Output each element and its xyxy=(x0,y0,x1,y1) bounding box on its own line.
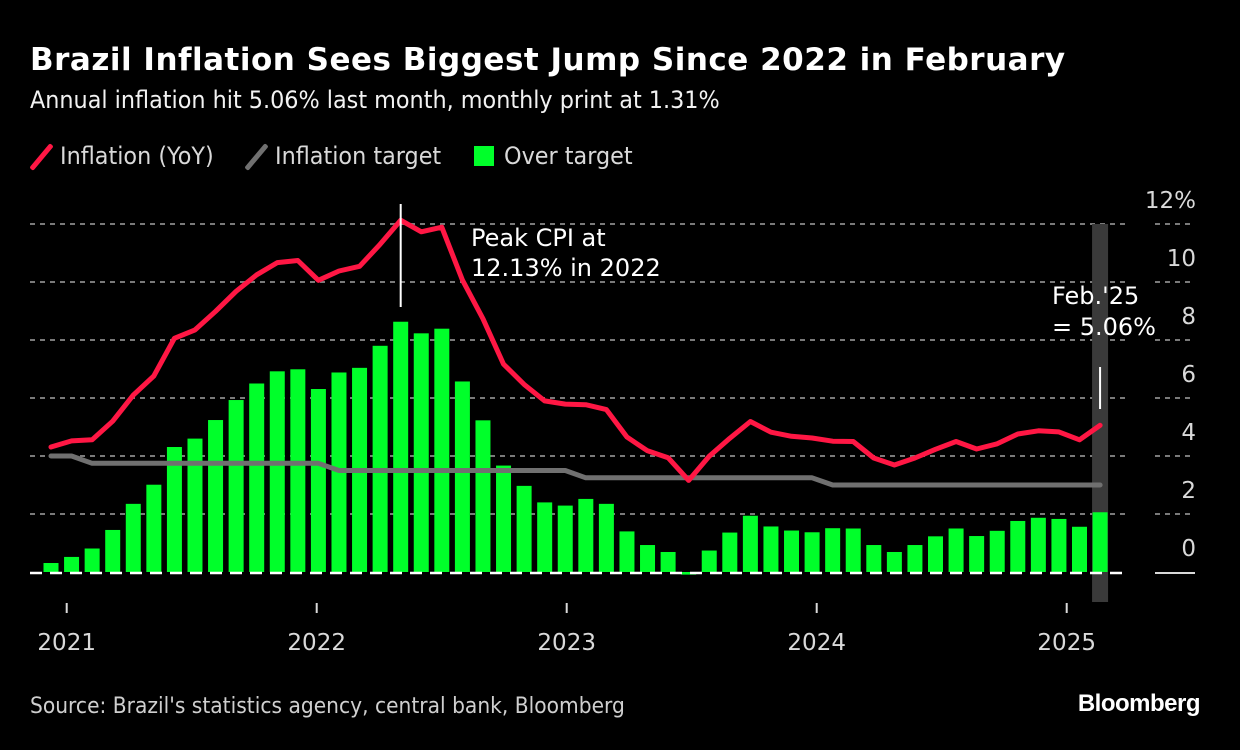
bar-over-target xyxy=(598,503,614,572)
y-tick-label: 4 xyxy=(1181,420,1196,446)
legend-item-inflation-target: Inflation target xyxy=(245,141,454,171)
bar-over-target xyxy=(928,536,944,572)
bar-over-target xyxy=(125,503,141,572)
bar-over-target xyxy=(989,530,1005,572)
bar-over-target xyxy=(866,545,882,572)
bar-over-target xyxy=(496,465,512,572)
latest-month-highlight xyxy=(1092,224,1109,602)
bar-over-target xyxy=(516,485,532,572)
bar-over-target xyxy=(1051,518,1067,572)
bar-over-target xyxy=(681,572,697,575)
bar-over-target xyxy=(146,484,162,572)
latest-annotation-text: = 5.06% xyxy=(1052,313,1156,341)
bar-over-target xyxy=(1072,526,1087,572)
bar-over-target xyxy=(1010,520,1026,572)
x-axis: 2021 2022 2023 2024 2025 xyxy=(37,603,1096,656)
y-axis: 12% 10 8 6 4 2 0 xyxy=(1145,188,1196,562)
peak-annotation-text: 12.13% in 2022 xyxy=(471,254,661,282)
bar-over-target xyxy=(413,333,429,572)
legend-item-over-target: Over target xyxy=(473,142,642,170)
legend: Inflation (YoY) Inflation target Over ta… xyxy=(30,141,662,171)
bar-over-target xyxy=(619,531,635,572)
bar-over-target xyxy=(393,321,409,572)
y-tick-label: 0 xyxy=(1181,536,1196,562)
bar-over-target xyxy=(578,498,594,572)
bar-over-target xyxy=(290,369,306,572)
bar-over-target xyxy=(948,528,964,572)
bar-over-target xyxy=(84,548,100,572)
bar-over-target xyxy=(64,556,80,572)
bloomberg-logo: Bloomberg xyxy=(1077,690,1201,717)
bar-over-target xyxy=(701,550,717,572)
x-tick-label: 2022 xyxy=(287,630,346,656)
bar-over-target xyxy=(763,526,779,572)
peak-annotation-text: Peak CPI at xyxy=(471,224,606,252)
bar-over-target xyxy=(166,447,182,572)
bar-over-target xyxy=(722,532,738,572)
y-tick-label: 10 xyxy=(1167,246,1196,272)
legend-label: Over target xyxy=(503,142,633,170)
source-note: Source: Brazil's statistics agency, cent… xyxy=(30,694,625,719)
bar-over-target xyxy=(660,551,676,572)
bar-over-target xyxy=(269,371,285,572)
bar-over-target xyxy=(228,400,244,572)
bar-over-target xyxy=(187,438,203,572)
bar-over-target xyxy=(886,551,902,572)
x-tick-label: 2025 xyxy=(1037,630,1096,656)
bar-over-target xyxy=(784,530,800,572)
bar-over-target xyxy=(742,515,758,572)
bar-over-target xyxy=(475,420,491,572)
y-tick-label: 12% xyxy=(1145,188,1196,214)
bar-over-target xyxy=(537,502,553,572)
legend-label: Inflation target xyxy=(275,142,442,170)
inflation-target-line xyxy=(48,453,1103,488)
bar-over-target xyxy=(845,528,861,572)
chart-subtitle: Annual inflation hit 5.06% last month, m… xyxy=(30,86,720,114)
bar-over-target xyxy=(434,328,450,572)
bar-over-target xyxy=(105,529,121,572)
y-tick-label: 8 xyxy=(1181,304,1196,330)
y-tick-label: 6 xyxy=(1181,362,1196,388)
bar-over-target xyxy=(804,532,820,572)
bar-over-target xyxy=(640,545,656,572)
bar-over-target xyxy=(907,545,923,572)
x-tick-label: 2024 xyxy=(787,630,846,656)
y-tick-label: 2 xyxy=(1181,478,1196,504)
bar-over-target xyxy=(454,381,470,572)
legend-label: Inflation (YoY) xyxy=(60,142,214,170)
bar-over-target xyxy=(557,505,573,572)
bar-over-target xyxy=(310,389,326,572)
x-tick-label: 2023 xyxy=(537,630,596,656)
latest-annotation-text: Feb.'25 xyxy=(1052,282,1139,310)
bar-over-target xyxy=(249,383,265,572)
legend-item-inflation-yoy: Inflation (YoY) xyxy=(30,141,225,171)
inflation-yoy-line xyxy=(48,217,1103,483)
bar-over-target xyxy=(969,536,985,572)
chart-title: Brazil Inflation Sees Biggest Jump Since… xyxy=(30,42,1066,78)
bar-over-target xyxy=(43,563,59,572)
bar-over-target xyxy=(1030,517,1046,572)
bar-over-target xyxy=(1092,512,1108,572)
bar-over-target xyxy=(825,528,841,572)
bar-over-target xyxy=(208,420,224,572)
over-target-bars xyxy=(43,321,1108,575)
green-box-swatch-icon xyxy=(473,146,494,166)
x-tick-label: 2021 xyxy=(37,630,96,656)
bar-over-target xyxy=(372,345,388,572)
